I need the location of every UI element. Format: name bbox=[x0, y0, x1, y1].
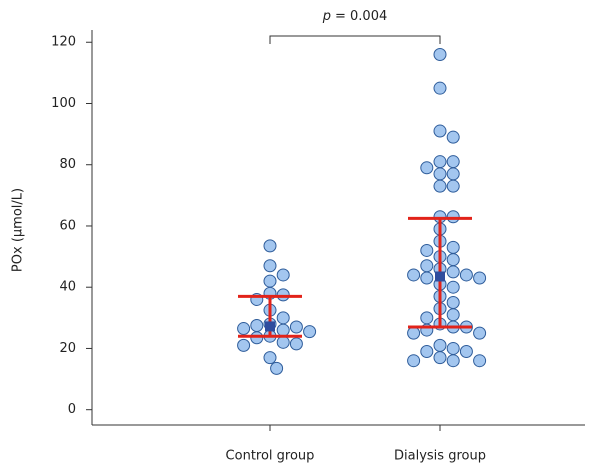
mean-marker bbox=[435, 271, 445, 282]
data-point bbox=[446, 179, 460, 193]
data-point bbox=[420, 345, 434, 359]
y-tick-label: 100 bbox=[51, 96, 76, 111]
data-point bbox=[276, 323, 290, 337]
y-tick-label: 80 bbox=[59, 157, 76, 172]
data-point bbox=[420, 243, 434, 257]
data-point bbox=[433, 351, 447, 365]
data-point bbox=[433, 124, 447, 138]
y-tick-label: 60 bbox=[59, 218, 76, 233]
annotation-text: = 0.004 bbox=[335, 9, 387, 24]
y-tick-label: 20 bbox=[59, 341, 76, 356]
data-point bbox=[433, 179, 447, 193]
data-point bbox=[420, 259, 434, 273]
data-point bbox=[289, 320, 303, 334]
data-point bbox=[433, 81, 447, 95]
data-point bbox=[446, 308, 460, 322]
data-point bbox=[250, 331, 264, 345]
data-point bbox=[473, 271, 487, 285]
data-point bbox=[276, 335, 290, 349]
data-point bbox=[473, 354, 487, 368]
data-point bbox=[459, 268, 473, 282]
data-point bbox=[446, 130, 460, 144]
data-point bbox=[446, 265, 460, 279]
data-point bbox=[446, 155, 460, 169]
data-point bbox=[446, 341, 460, 355]
data-point bbox=[263, 351, 277, 365]
data-point bbox=[289, 337, 303, 351]
x-tick-label: Control group bbox=[226, 449, 315, 464]
data-point bbox=[420, 161, 434, 175]
x-tick-label: Dialysis group bbox=[394, 449, 486, 464]
data-point bbox=[270, 361, 284, 375]
y-axis-label: POx (μmol/L) bbox=[11, 188, 26, 272]
data-point bbox=[276, 268, 290, 282]
data-point bbox=[459, 345, 473, 359]
data-point bbox=[303, 325, 317, 339]
data-point bbox=[446, 354, 460, 368]
data-point bbox=[433, 167, 447, 181]
data-point bbox=[446, 210, 460, 224]
data-point bbox=[263, 274, 277, 288]
y-tick-label: 0 bbox=[68, 402, 76, 417]
data-point bbox=[420, 311, 434, 325]
annotation: p = 0.004 bbox=[322, 9, 388, 24]
data-point bbox=[433, 155, 447, 169]
data-point bbox=[250, 318, 264, 332]
y-tick-label: 120 bbox=[51, 35, 76, 50]
data-point bbox=[407, 354, 421, 368]
significance-bracket bbox=[269, 35, 441, 44]
data-point bbox=[263, 239, 277, 253]
y-tick-label: 40 bbox=[59, 280, 76, 295]
data-point bbox=[433, 47, 447, 61]
data-point bbox=[407, 268, 421, 282]
data-point bbox=[473, 326, 487, 340]
annotation-symbol: p bbox=[322, 9, 331, 24]
data-point bbox=[446, 296, 460, 310]
data-point bbox=[446, 167, 460, 181]
data-point bbox=[420, 271, 434, 285]
data-point bbox=[446, 280, 460, 294]
data-point bbox=[276, 311, 290, 325]
mean-marker bbox=[265, 321, 275, 332]
data-point bbox=[446, 240, 460, 254]
data-point bbox=[237, 322, 251, 336]
data-point bbox=[407, 326, 421, 340]
data-point bbox=[237, 338, 251, 352]
data-point bbox=[433, 338, 447, 352]
data-point bbox=[276, 288, 290, 302]
data-point bbox=[263, 259, 277, 273]
data-point bbox=[446, 253, 460, 267]
